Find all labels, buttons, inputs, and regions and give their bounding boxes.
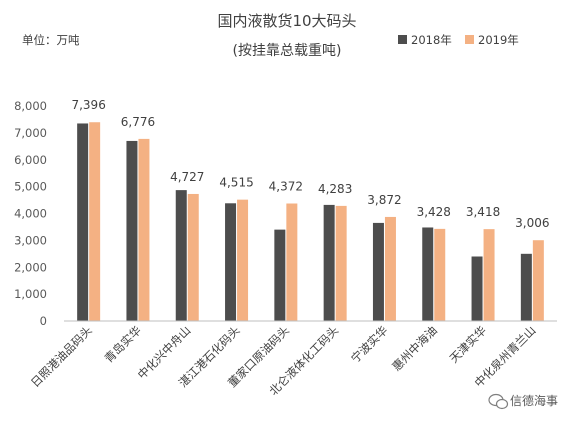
data-label: 3,418 (466, 205, 500, 219)
chart-title: 国内液散货10大码头 (217, 12, 356, 30)
bar-2018年-3 (175, 190, 187, 321)
y-tick-label: 0 (40, 314, 47, 328)
legend-label-2018: 2018年 (411, 33, 452, 47)
legend: 2018年 2019年 (398, 33, 519, 47)
bar-2019年-1 (89, 122, 101, 321)
data-label: 4,515 (219, 176, 253, 190)
data-label: 7,396 (71, 98, 105, 112)
bar-2018年-7 (372, 222, 384, 321)
bar-2018年-1 (77, 123, 89, 321)
bars (77, 122, 544, 321)
data-label: 6,776 (121, 115, 155, 129)
y-axis: 0 1,000 2,000 3,000 4,000 5,000 6,000 7,000 8,00… (14, 99, 47, 328)
bar-2019年-6 (335, 205, 347, 321)
x-tick-label: 惠州中海油 (389, 323, 440, 374)
data-labels: 7,396 6,776 4,727 4,515 4,372 4,283 3,872 3,428… (71, 98, 549, 230)
bar-2019年-2 (138, 138, 150, 321)
bar-2018年-4 (225, 203, 237, 321)
y-tick-label: 6,000 (14, 153, 47, 167)
data-label: 3,428 (417, 205, 451, 219)
bar-2019年-8 (434, 228, 446, 321)
y-tick-label: 7,000 (14, 126, 47, 140)
bar-2019年-3 (187, 193, 199, 321)
bar-2018年-9 (471, 256, 483, 321)
y-tick-label: 1,000 (14, 287, 47, 301)
y-tick-label: 3,000 (14, 233, 47, 247)
bar-2018年-6 (323, 204, 335, 321)
bar-2019年-5 (286, 203, 298, 321)
bar-2018年-5 (274, 229, 286, 321)
watermark-text: 信德海事 (510, 393, 558, 408)
y-tick-label: 4,000 (14, 207, 47, 221)
x-tick-label: 日照港油品码头 (28, 323, 95, 390)
x-tick-label: 青岛实华 (102, 323, 144, 365)
bar-2018年-10 (520, 253, 532, 321)
bar-2019年-9 (483, 229, 495, 321)
y-tick-label: 8,000 (14, 99, 47, 113)
unit-label: 单位：万吨 (22, 33, 80, 47)
bar-2018年-2 (126, 140, 138, 321)
data-label: 4,283 (318, 182, 352, 196)
legend-swatch-2018 (398, 35, 407, 44)
x-tick-label: 天津实华 (447, 323, 489, 365)
chart-subtitle: (按挂靠总载重吨) (233, 43, 342, 59)
watermark: 信德海事 (488, 393, 558, 410)
data-label: 4,727 (170, 170, 204, 184)
bar-2018年-8 (422, 227, 434, 321)
legend-swatch-2019 (465, 35, 474, 44)
data-label: 3,006 (515, 216, 549, 230)
legend-label-2019: 2019年 (478, 33, 519, 47)
x-tick-label: 宁波实华 (348, 323, 390, 365)
bar-2019年-4 (237, 199, 249, 321)
data-label: 3,872 (367, 193, 401, 207)
wechat-icon (488, 393, 509, 410)
bar-2019年-10 (532, 240, 544, 321)
y-tick-label: 2,000 (14, 260, 47, 274)
y-tick-label: 5,000 (14, 180, 47, 194)
data-label: 4,372 (269, 180, 303, 194)
bar-2019年-7 (384, 216, 396, 321)
x-axis: 日照港油品码头 青岛实华中化兴中舟山湛江港石化码头董家口原油码头北仑液体化工码头宁… (28, 323, 539, 398)
